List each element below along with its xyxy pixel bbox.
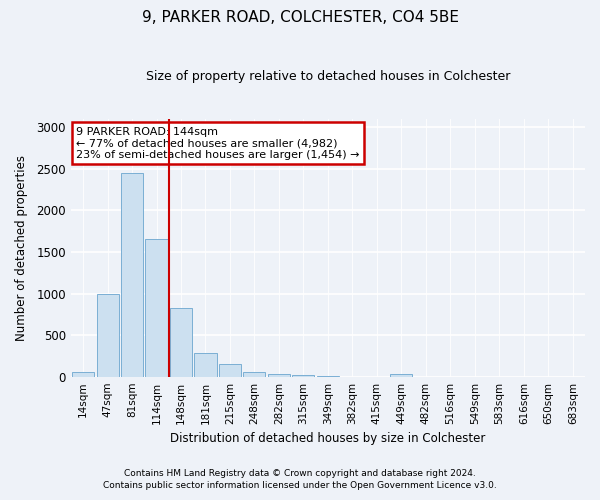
- Bar: [145, 240, 167, 376]
- Bar: [194, 352, 217, 376]
- Title: Size of property relative to detached houses in Colchester: Size of property relative to detached ho…: [146, 70, 510, 83]
- Bar: [268, 374, 290, 376]
- Bar: [97, 294, 119, 376]
- Bar: [219, 364, 241, 376]
- Bar: [391, 374, 412, 376]
- Bar: [292, 375, 314, 376]
- Text: 9, PARKER ROAD, COLCHESTER, CO4 5BE: 9, PARKER ROAD, COLCHESTER, CO4 5BE: [142, 10, 458, 25]
- Bar: [244, 372, 265, 376]
- Bar: [121, 173, 143, 376]
- Y-axis label: Number of detached properties: Number of detached properties: [15, 155, 28, 341]
- Bar: [72, 372, 94, 376]
- Text: 9 PARKER ROAD: 144sqm
← 77% of detached houses are smaller (4,982)
23% of semi-d: 9 PARKER ROAD: 144sqm ← 77% of detached …: [76, 126, 359, 160]
- X-axis label: Distribution of detached houses by size in Colchester: Distribution of detached houses by size …: [170, 432, 485, 445]
- Text: Contains HM Land Registry data © Crown copyright and database right 2024.
Contai: Contains HM Land Registry data © Crown c…: [103, 468, 497, 490]
- Bar: [170, 308, 192, 376]
